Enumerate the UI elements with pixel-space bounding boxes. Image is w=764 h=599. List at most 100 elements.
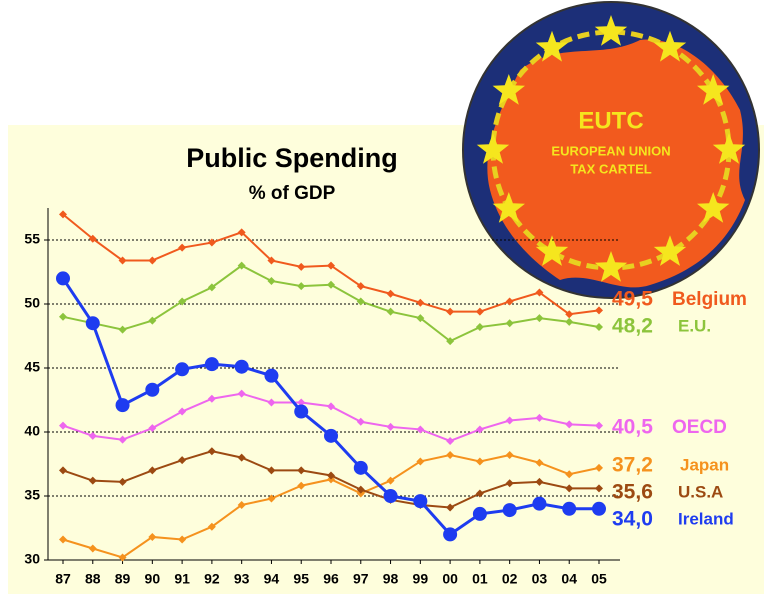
point (88, 431, 97, 440)
point (59, 210, 67, 219)
point (446, 337, 455, 346)
value-label: 48,2 (612, 315, 653, 338)
point (327, 280, 335, 289)
point (178, 535, 187, 544)
point (297, 466, 306, 475)
point (178, 243, 187, 252)
point (237, 500, 246, 509)
point (148, 466, 157, 475)
y-tick-label: 35 (24, 487, 40, 503)
logo-star (535, 30, 569, 62)
logo-star (712, 133, 746, 164)
point (505, 297, 514, 306)
point (327, 261, 335, 270)
point (294, 404, 309, 419)
point (56, 271, 70, 286)
point (207, 283, 216, 292)
point (386, 307, 395, 316)
point (446, 436, 455, 445)
point (475, 489, 484, 498)
x-tick-label: 05 (591, 571, 607, 587)
point (145, 382, 160, 397)
point (267, 494, 276, 503)
point (565, 317, 574, 326)
legend-label: Ireland (678, 509, 734, 528)
point (475, 457, 484, 466)
point (297, 481, 306, 490)
point (207, 238, 216, 247)
point (505, 416, 514, 425)
point (475, 425, 484, 434)
point (475, 307, 484, 316)
point (297, 262, 306, 271)
point (505, 479, 514, 488)
legend-label: U.S.A (678, 482, 723, 501)
point (264, 368, 279, 383)
value-label: 49,5 (612, 288, 653, 311)
logo-star (697, 74, 730, 105)
point (327, 402, 335, 411)
logo-text: TAX CARTEL (570, 161, 651, 176)
x-tick-label: 95 (293, 571, 309, 587)
point (595, 421, 603, 430)
point (178, 297, 187, 306)
point (207, 447, 216, 456)
point (59, 466, 67, 475)
point (324, 428, 338, 443)
x-tick-label: 92 (204, 571, 220, 587)
y-tick-label: 50 (24, 295, 40, 311)
point (565, 470, 574, 479)
logo-star (594, 251, 628, 282)
point (237, 228, 246, 237)
value-label: 34,0 (612, 508, 653, 531)
point (502, 503, 517, 518)
point (88, 234, 97, 243)
x-tick-label: 94 (264, 571, 280, 587)
legend-label: OECD (672, 417, 727, 438)
point (237, 453, 246, 462)
logo: EUTC EUROPEAN UNION TAX CARTEL (462, 1, 760, 299)
point (118, 477, 127, 486)
point (592, 501, 606, 516)
logo-star (653, 30, 687, 62)
x-tick-label: 96 (323, 571, 339, 587)
x-tick-label: 01 (472, 571, 488, 587)
x-tick-label: 91 (174, 571, 190, 587)
point (386, 476, 395, 485)
point (535, 314, 544, 323)
y-tick-label: 45 (24, 359, 40, 375)
point (353, 460, 368, 475)
point (356, 417, 365, 426)
point (59, 535, 67, 544)
point (178, 456, 187, 465)
point (535, 413, 544, 422)
point (59, 312, 67, 321)
y-tick-label: 55 (24, 231, 40, 247)
point (115, 398, 130, 413)
point (535, 288, 544, 297)
point (595, 484, 603, 493)
legend-label: E.U. (678, 316, 711, 335)
point (446, 451, 455, 460)
point (383, 489, 398, 503)
x-tick-label: 03 (532, 571, 548, 587)
point (475, 323, 484, 332)
point (118, 553, 127, 562)
point (505, 451, 514, 460)
point (416, 314, 425, 323)
point (416, 425, 425, 434)
logo-star (697, 192, 730, 223)
point (148, 256, 157, 265)
point (356, 297, 365, 306)
logo-text: EUROPEAN UNION (551, 143, 670, 158)
x-tick-label: 90 (145, 571, 161, 587)
point (535, 477, 544, 486)
point (148, 424, 157, 433)
point (416, 457, 425, 466)
chart-subtitle: % of GDP (249, 183, 336, 204)
x-tick-label: 04 (561, 571, 577, 587)
point (565, 420, 574, 429)
point (207, 394, 216, 403)
point (237, 261, 246, 270)
